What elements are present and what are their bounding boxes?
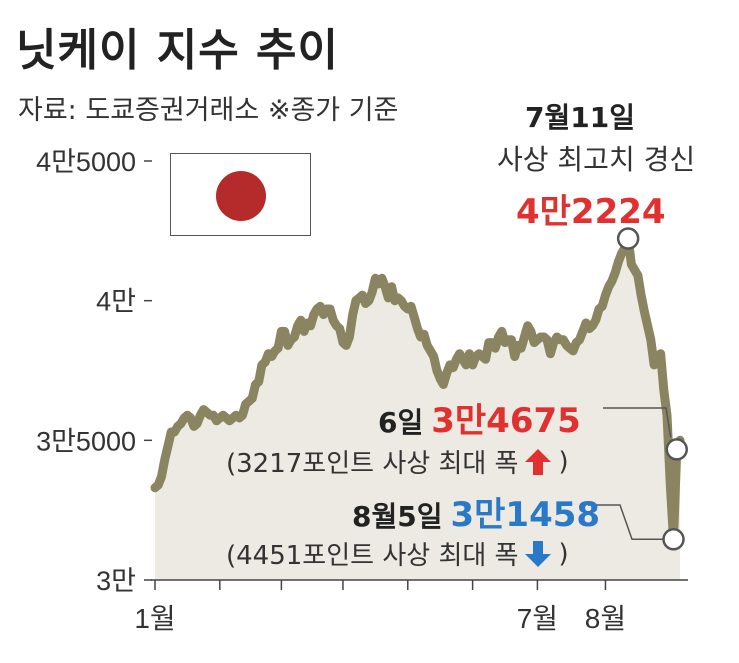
peak-marker — [616, 227, 640, 250]
rise-note: (3217포인트 사상 최대 폭 ) — [226, 443, 569, 480]
japan-flag — [170, 153, 311, 236]
fall-note-text: (4451포인트 사상 최대 폭 — [226, 541, 519, 571]
fall-value: 3만1458 — [450, 495, 601, 535]
series-area — [155, 238, 680, 580]
fall-leader-line — [588, 504, 663, 541]
rise-annotation: 6일 3만4675 — [378, 393, 581, 442]
y-tick-label-2: 3만5000 — [36, 426, 136, 456]
peak-value: 4만2224 — [516, 192, 666, 232]
fall-annotation: 8월5일 3만1458 — [352, 487, 600, 536]
rise-value: 3만4675 — [431, 401, 581, 441]
y-tick-label-0: 4만5000 — [36, 147, 136, 177]
x-tick-label-7: 8월 — [585, 603, 626, 634]
down-arrow-icon — [525, 540, 552, 567]
y-tick-label-1: 4만 — [96, 287, 136, 317]
fall-note-close: ) — [558, 538, 569, 569]
fall-note: (4451포인트 사상 최대 폭 ) — [226, 535, 569, 572]
chart-source: 자료: 도쿄증권거래소 ※종가 기준 — [18, 95, 399, 126]
trough-marker — [662, 528, 685, 551]
flag-disc — [216, 171, 266, 221]
up-arrow-icon — [525, 448, 552, 475]
y-tick-label-3: 3만 — [96, 566, 136, 596]
rebound-marker — [665, 438, 689, 461]
rise-note-text: (3217포인트 사상 최대 폭 — [226, 449, 519, 479]
rise-leader-line — [603, 407, 672, 438]
chart-title: 닛케이 지수 추이 — [16, 25, 339, 76]
peak-date-label: 7월11일 — [525, 101, 635, 134]
x-tick-label-6: 7월 — [517, 603, 558, 634]
rise-note-close: ) — [558, 446, 569, 477]
x-tick-label-0: 1월 — [134, 603, 175, 634]
rise-date-label: 6일 — [378, 406, 424, 439]
series-line — [150, 234, 685, 544]
peak-description: 사상 최고치 경신 — [497, 143, 696, 176]
fall-date-label: 8월5일 — [352, 500, 443, 533]
